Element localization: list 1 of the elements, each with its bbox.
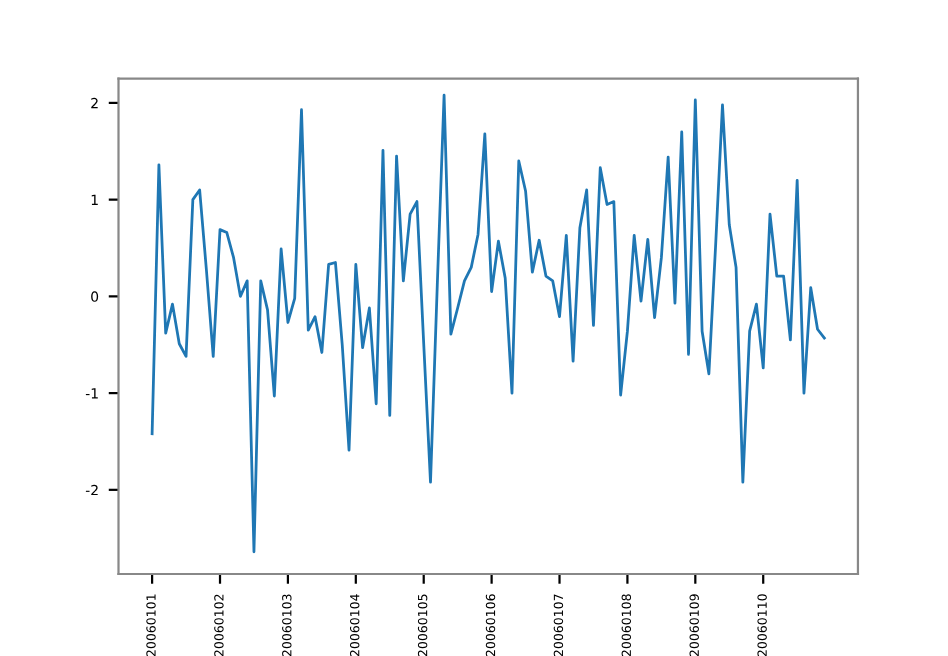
line-series (150, 93, 826, 554)
